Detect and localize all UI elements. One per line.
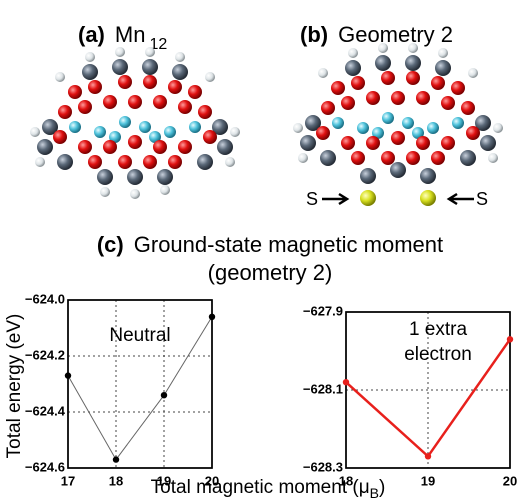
data-point [113,456,119,462]
x-tick-label: 17 [61,473,75,488]
y-tick-label: −628.3 [303,459,343,474]
data-point [209,314,215,320]
x-tick-label: 18 [339,473,353,488]
panel-label: (a) [78,22,105,47]
x-tick-label: 18 [109,473,123,488]
panel-label: (c) [97,232,124,257]
panel-title: Ground-state magnetic moment [134,232,443,257]
y-tick-label: −624.4 [25,403,66,418]
x-label-sub: B [370,485,379,500]
sulfur-label: S [306,189,318,209]
x-label-symbol: μ [359,477,370,498]
y-tick-label: −624.6 [25,459,65,474]
data-point [343,379,349,385]
molecule-b [293,43,503,206]
data-point [161,392,167,398]
sulfur-label: S [476,189,488,209]
y-tick-label: −628.1 [303,381,343,396]
y-axis-label: Total energy (eV) [4,314,25,459]
x-label-close: ) [379,477,385,498]
y-tick-label: −624.0 [25,291,65,306]
panel-label: (b) [300,22,328,47]
data-point [425,453,431,459]
x-label-text: Total magnetic moment ( [151,477,360,498]
annotation: 1 extra [409,319,468,340]
arrow [322,194,347,204]
x-tick-label: 20 [205,473,219,488]
data-point [65,372,71,378]
arrow [449,194,474,204]
figure: (a)Mn12 (b)Geometry 2 S S (c)Ground-stat… [0,0,526,500]
molecule-a [30,47,240,199]
panel-title: Geometry 2 [338,22,453,47]
y-tick-label: −624.2 [25,347,65,362]
panel-subtitle: (geometry 2) [208,260,333,285]
x-tick-label: 19 [157,473,171,488]
annotation: electron [404,344,472,365]
panel-b-heading: (b) Geometry 2 [300,22,453,47]
y-tick-label: −627.9 [303,303,343,318]
x-tick-label: 19 [421,473,435,488]
panel-title: Mn [115,22,146,47]
data-point [507,336,513,342]
x-tick-label: 20 [503,473,517,488]
annotation: Neutral [109,325,170,346]
panel-c-heading: (c) Ground-state magnetic moment [97,232,443,257]
